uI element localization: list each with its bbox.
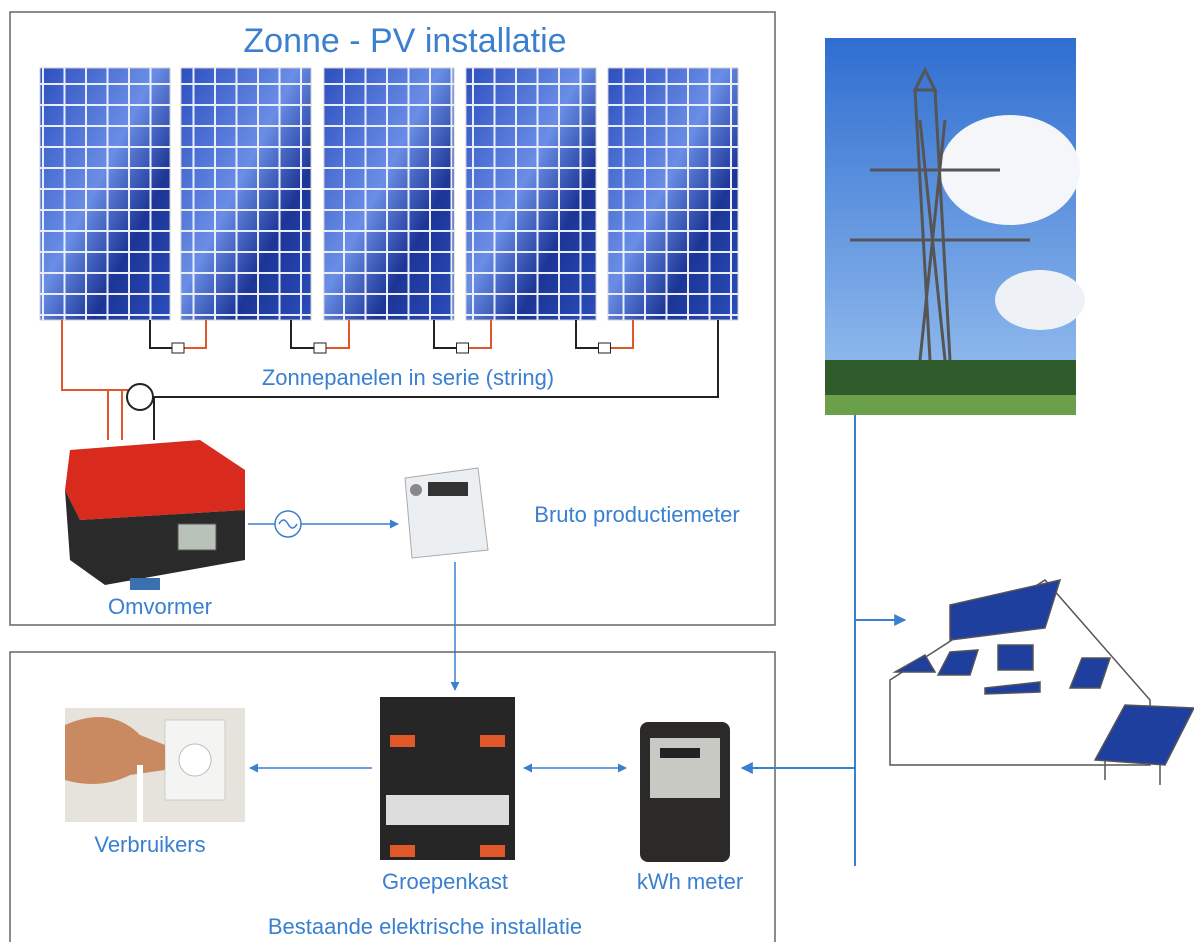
kwh-meter-part <box>660 748 700 758</box>
grid-connection <box>740 415 907 866</box>
pv-title: Zonne - PV installatie <box>243 22 566 60</box>
house <box>889 578 1194 785</box>
connector-wire <box>610 320 634 349</box>
distribution-board-part <box>386 795 509 825</box>
connector <box>313 342 327 354</box>
production-meter-part <box>410 484 422 496</box>
kwh-meter-part <box>650 738 720 798</box>
distribution-board-part <box>390 845 415 857</box>
grid-pylon-part <box>825 395 1076 415</box>
panel-cells <box>466 68 596 320</box>
consumers-label: Verbruikers <box>94 832 205 857</box>
distribution-board-part <box>390 735 415 747</box>
grid-pylon-part <box>940 115 1080 225</box>
existing-box: Bestaande elektrische installatie <box>9 651 776 942</box>
ac-link-part <box>278 519 298 529</box>
consumers <box>65 708 245 822</box>
house-part <box>997 644 1034 671</box>
connector-wire <box>149 320 172 349</box>
string-wiring-part <box>61 320 128 391</box>
string-wiring-part <box>126 383 154 411</box>
panel-cells <box>324 68 454 320</box>
house-part <box>1068 657 1112 689</box>
connector-wire <box>184 320 207 349</box>
consumers-part <box>178 743 212 777</box>
panel-cells <box>181 68 311 320</box>
house-part <box>949 578 1062 641</box>
house-part <box>892 653 937 673</box>
inverter-part <box>65 490 245 585</box>
existing-box-part <box>9 651 776 942</box>
grid-pylon-part <box>825 360 1076 395</box>
connector <box>171 342 185 354</box>
distribution-board-part <box>380 697 515 860</box>
connector-wire <box>468 320 492 349</box>
house-part <box>1104 760 1161 785</box>
string-wiring-part <box>154 320 719 398</box>
connector <box>456 342 469 354</box>
house-part <box>936 649 980 676</box>
inverter-label: Omvormer <box>108 594 212 619</box>
ac-link <box>248 510 399 538</box>
inverter-part <box>177 523 217 551</box>
house-part <box>984 681 1041 695</box>
production-meter-label: Bruto productiemeter <box>534 502 739 527</box>
string-wiring <box>61 320 719 440</box>
grid-pylon-part <box>850 66 1030 361</box>
house-part <box>1093 704 1194 766</box>
production-meter-part <box>404 467 489 559</box>
connector-wire <box>326 320 350 349</box>
inverter-part <box>65 440 245 520</box>
connector-wire <box>433 320 457 349</box>
existing-title: Bestaande elektrische installatie <box>268 914 582 939</box>
distribution-board-label: Groepenkast <box>382 869 508 894</box>
panel-cells <box>40 68 170 320</box>
string-wiring-part <box>107 390 123 440</box>
connector-wire <box>290 320 314 349</box>
panel-cells <box>608 68 738 320</box>
distribution-board <box>380 697 515 860</box>
solar-panels <box>39 67 739 321</box>
panel-connectors <box>149 320 634 354</box>
kwh-meter <box>640 722 730 862</box>
distribution-board-part <box>480 735 505 747</box>
grid-pylon <box>825 38 1085 415</box>
inverter-part <box>130 578 160 590</box>
inverter <box>65 440 245 590</box>
production-meter <box>404 467 489 559</box>
distribution-board-part <box>480 845 505 857</box>
grid-pylon-part <box>995 270 1085 330</box>
connector-wire <box>575 320 599 349</box>
kwh-meter-label: kWh meter <box>637 869 743 894</box>
production-meter-part <box>428 482 468 496</box>
connector <box>598 342 611 354</box>
string-label: Zonnepanelen in serie (string) <box>262 365 554 390</box>
